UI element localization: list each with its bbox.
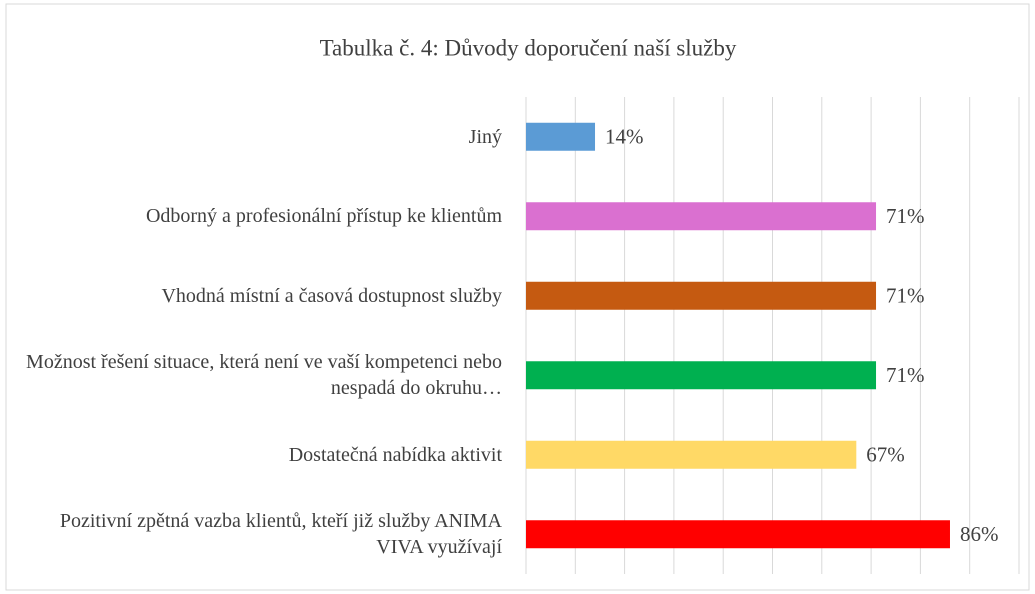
data-label: 67% [866,443,905,467]
bar [526,122,596,151]
chart-title: Tabulka č. 4: Důvody doporučení naší slu… [320,35,737,60]
data-label: 71% [886,363,925,387]
data-label: 71% [886,284,925,308]
data-label: 71% [886,204,925,228]
y-tick-label: Vhodná místní a časová dostupnost služby [161,284,502,307]
data-label: 14% [605,125,644,149]
y-tick-label: Dostatečná nabídka aktivit [288,443,502,466]
bar [526,520,950,549]
y-tick-label: Pozitivní zpětná vazba klientů, kteří ji… [59,510,502,559]
bar [526,281,877,310]
y-tick-label: Jiný [468,125,502,148]
bar [526,202,877,231]
y-tick-label: Možnost řešení situace, která není ve va… [26,351,502,400]
data-label: 86% [960,522,999,546]
y-tick-label: Odborný a profesionální přístup ke klien… [145,205,502,228]
bar [526,440,857,469]
bar [526,361,877,390]
